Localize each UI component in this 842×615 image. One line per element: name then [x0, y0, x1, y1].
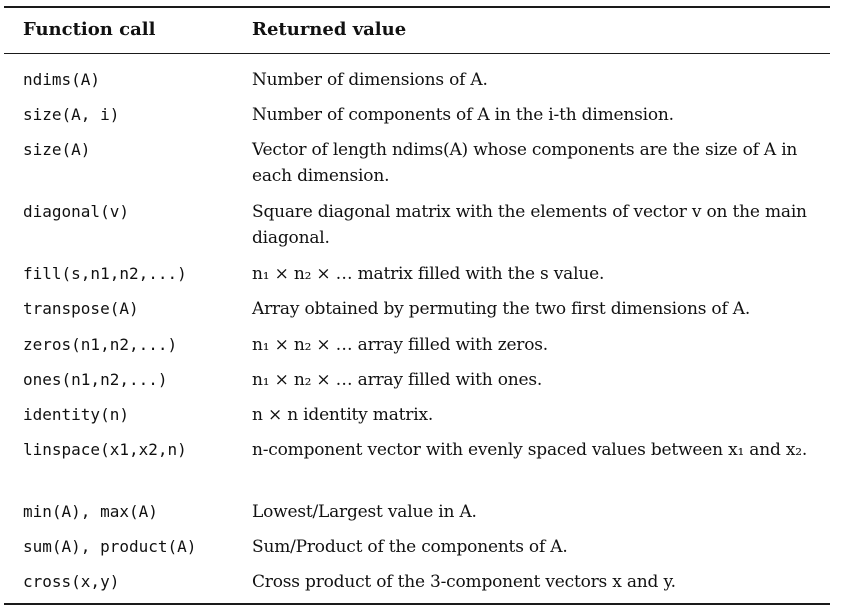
function-call-cell: transpose(A) [23, 299, 139, 318]
table-bottom-rule [4, 603, 830, 605]
returned-value-cell: n × n identity matrix. [252, 405, 434, 425]
returned-value-cell: n₁ × n₂ × … array filled with zeros. [252, 335, 548, 355]
returned-value-cell: Array obtained by permuting the two firs… [252, 299, 751, 319]
returned-value-cell: n-component vector with evenly spaced va… [252, 440, 808, 460]
returned-value-cell: n₁ × n₂ × … array filled with ones. [252, 370, 543, 390]
returned-value-cell: Number of components of A in the i-th di… [252, 105, 674, 125]
returned-value-cell: Square diagonal matrix with the elements… [252, 202, 807, 248]
table-top-rule [4, 6, 830, 8]
function-call-cell: zeros(n1,n2,...) [23, 335, 178, 354]
returned-value-cell: Number of dimensions of A. [252, 70, 488, 90]
returned-value-cell: Lowest/Largest value in A. [252, 502, 477, 522]
returned-value-cell: Sum/Product of the components of A. [252, 537, 568, 557]
function-call-cell: size(A) [23, 140, 91, 159]
table-header: Function call Returned value [4, 19, 830, 45]
function-call-cell: fill(s,n1,n2,...) [23, 264, 187, 283]
function-call-cell: identity(n) [23, 405, 129, 424]
function-call-cell: ones(n1,n2,...) [23, 370, 168, 389]
function-call-cell: size(A, i) [23, 105, 120, 124]
header-function-call: Function call [23, 19, 156, 40]
returned-value-cell: Cross product of the 3-component vectors… [252, 572, 676, 592]
table-header-rule [4, 53, 830, 54]
function-call-cell: diagonal(v) [23, 202, 129, 221]
function-call-cell: sum(A), product(A) [23, 537, 197, 556]
returned-value-cell: Vector of length ndims(A) whose componen… [252, 140, 798, 186]
returned-value-cell: n₁ × n₂ × … matrix filled with the s val… [252, 264, 605, 284]
function-call-cell: ndims(A) [23, 70, 101, 89]
function-call-cell: cross(x,y) [23, 572, 120, 591]
header-returned-value: Returned value [252, 19, 407, 40]
function-call-cell: linspace(x1,x2,n) [23, 440, 187, 459]
function-call-cell: min(A), max(A) [23, 502, 158, 521]
